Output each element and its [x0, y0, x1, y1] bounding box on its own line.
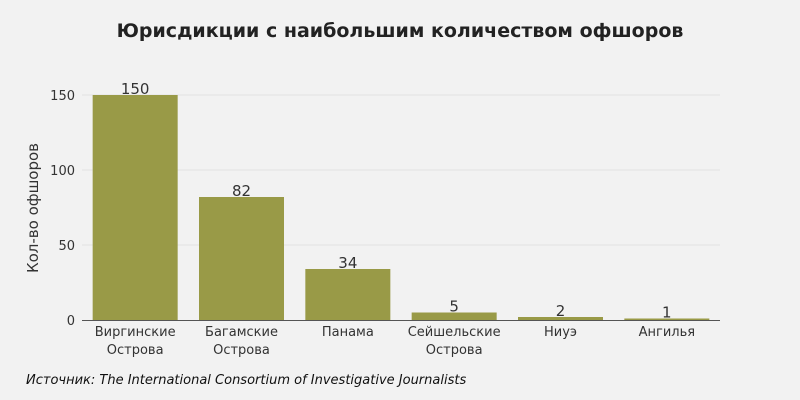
x-tick-label: Виргинские [95, 325, 176, 340]
y-tick-label: 50 [58, 239, 75, 254]
data-label: 1 [662, 304, 672, 322]
y-tick-label: 0 [67, 314, 75, 329]
bar [199, 197, 284, 320]
y-tick-label: 100 [50, 164, 75, 179]
data-label: 34 [338, 254, 357, 272]
x-tick-label: Панама [322, 325, 374, 340]
source-note: Источник: The International Consortium o… [26, 373, 467, 388]
data-label: 150 [121, 80, 150, 98]
bar [411, 312, 497, 320]
bar [92, 95, 178, 320]
data-label: 5 [449, 298, 459, 316]
x-tick-label: Острова [107, 343, 164, 358]
x-tick-label: Багамские [205, 325, 278, 340]
data-label: 82 [232, 182, 251, 200]
chart-title: Юрисдикции с наибольшим количеством офшо… [116, 20, 684, 42]
x-tick-label: Сейшельские [408, 325, 501, 340]
data-label: 2 [556, 302, 566, 320]
bar [624, 318, 710, 320]
x-tick-label: Ангилья [639, 325, 695, 340]
bar [305, 269, 391, 320]
bar [518, 317, 603, 320]
x-tick-label: Острова [426, 343, 483, 358]
x-tick-label: Ниуэ [544, 325, 577, 340]
y-tick-label: 150 [50, 89, 75, 104]
y-axis-label: Кол-во офшоров [24, 143, 42, 273]
x-tick-label: Острова [213, 343, 270, 358]
